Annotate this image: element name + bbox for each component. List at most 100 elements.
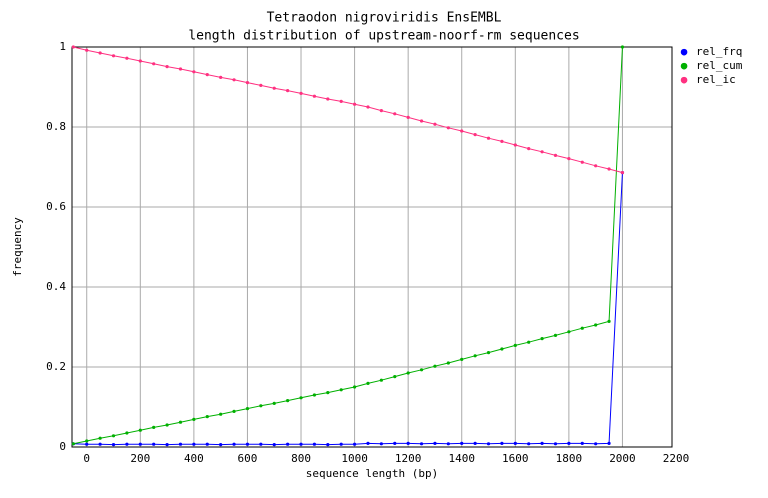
data-point bbox=[473, 354, 477, 358]
x-tick-label: 600 bbox=[238, 452, 258, 465]
data-point bbox=[232, 442, 236, 446]
data-point bbox=[513, 343, 517, 347]
data-point bbox=[245, 407, 250, 411]
y-tick-label: 0.6 bbox=[46, 200, 66, 213]
chart-title: Tetraodon nigroviridis EnsEMBL bbox=[267, 11, 502, 26]
data-point bbox=[286, 89, 290, 93]
y-tick-label: 0.4 bbox=[46, 280, 66, 293]
data-point bbox=[259, 83, 263, 87]
data-point bbox=[272, 443, 276, 447]
data-point bbox=[312, 94, 317, 98]
data-point bbox=[473, 133, 477, 137]
series-line bbox=[73, 46, 623, 174]
data-point bbox=[138, 428, 142, 432]
data-point bbox=[500, 347, 504, 351]
x-axis-label: sequence length (bp) bbox=[306, 467, 438, 480]
data-point bbox=[366, 105, 370, 109]
y-tick-label: 0 bbox=[59, 440, 66, 453]
legend-marker: ● bbox=[681, 59, 688, 72]
y-tick-label: 1 bbox=[59, 40, 66, 53]
data-point bbox=[460, 357, 464, 361]
data-point bbox=[393, 375, 397, 379]
data-point bbox=[580, 441, 584, 445]
data-point bbox=[259, 404, 263, 408]
plot-area bbox=[71, 46, 673, 448]
data-point bbox=[98, 442, 102, 446]
series-line bbox=[73, 46, 623, 445]
data-point bbox=[580, 326, 584, 330]
data-point bbox=[125, 56, 129, 60]
data-point bbox=[111, 443, 116, 447]
data-point bbox=[98, 51, 102, 55]
data-point bbox=[178, 67, 183, 71]
data-point bbox=[527, 147, 531, 151]
data-point bbox=[513, 143, 517, 147]
data-point bbox=[165, 423, 169, 427]
data-point bbox=[312, 442, 317, 446]
data-point bbox=[433, 364, 437, 368]
data-point bbox=[366, 441, 370, 445]
data-point bbox=[553, 153, 558, 157]
data-point bbox=[433, 441, 437, 445]
data-point bbox=[165, 65, 169, 69]
data-point bbox=[594, 442, 598, 446]
x-tick-label: 0 bbox=[83, 452, 90, 465]
chart-subtitle: length distribution of upstream-noorf-rm… bbox=[188, 29, 579, 44]
data-point bbox=[486, 442, 491, 446]
data-point bbox=[513, 441, 517, 445]
data-point bbox=[125, 442, 129, 446]
data-point bbox=[379, 109, 383, 113]
x-tick-label: 1200 bbox=[395, 452, 422, 465]
data-point bbox=[286, 442, 290, 446]
data-point bbox=[446, 126, 450, 130]
x-tick-label: 200 bbox=[130, 452, 150, 465]
data-point bbox=[232, 409, 236, 413]
data-point bbox=[205, 73, 209, 77]
y-tick-label: 0.8 bbox=[46, 120, 66, 133]
x-tick-label: 2000 bbox=[609, 452, 636, 465]
data-point bbox=[125, 431, 129, 435]
data-point bbox=[259, 442, 263, 446]
data-point bbox=[406, 441, 410, 445]
series-line bbox=[73, 172, 623, 446]
data-point bbox=[460, 129, 464, 133]
data-point bbox=[286, 399, 290, 403]
data-point bbox=[138, 442, 142, 446]
data-point bbox=[71, 442, 75, 446]
data-point bbox=[299, 442, 303, 446]
data-point bbox=[607, 441, 611, 445]
data-point bbox=[486, 136, 491, 140]
legend-label: rel_cum bbox=[696, 59, 743, 72]
data-point bbox=[219, 75, 223, 79]
data-point bbox=[245, 81, 250, 85]
data-point bbox=[379, 442, 383, 446]
data-point bbox=[352, 102, 357, 106]
data-point bbox=[85, 442, 89, 446]
y-axis-label: frequency bbox=[11, 217, 24, 277]
x-tick-label: 400 bbox=[184, 452, 204, 465]
data-point bbox=[205, 415, 209, 419]
data-point bbox=[192, 442, 196, 446]
data-point bbox=[165, 443, 169, 447]
legend-marker: ● bbox=[681, 73, 688, 86]
data-point bbox=[299, 91, 303, 95]
data-point bbox=[98, 436, 102, 440]
data-point bbox=[540, 150, 544, 154]
data-point bbox=[299, 396, 303, 400]
legend-label: rel_ic bbox=[696, 73, 736, 86]
data-point bbox=[178, 442, 183, 446]
x-tick-label: 1800 bbox=[556, 452, 583, 465]
data-point bbox=[138, 59, 142, 63]
data-point bbox=[527, 340, 531, 344]
x-tick-label: 1000 bbox=[341, 452, 368, 465]
data-point bbox=[433, 122, 437, 126]
data-point bbox=[594, 164, 598, 168]
x-tick-label: 2200 bbox=[663, 452, 690, 465]
data-point bbox=[393, 112, 397, 116]
y-tick-label: 0.2 bbox=[46, 360, 66, 373]
data-point bbox=[326, 391, 330, 395]
data-point bbox=[85, 439, 89, 443]
legend-label: rel_frq bbox=[696, 45, 742, 58]
data-point bbox=[339, 388, 343, 392]
